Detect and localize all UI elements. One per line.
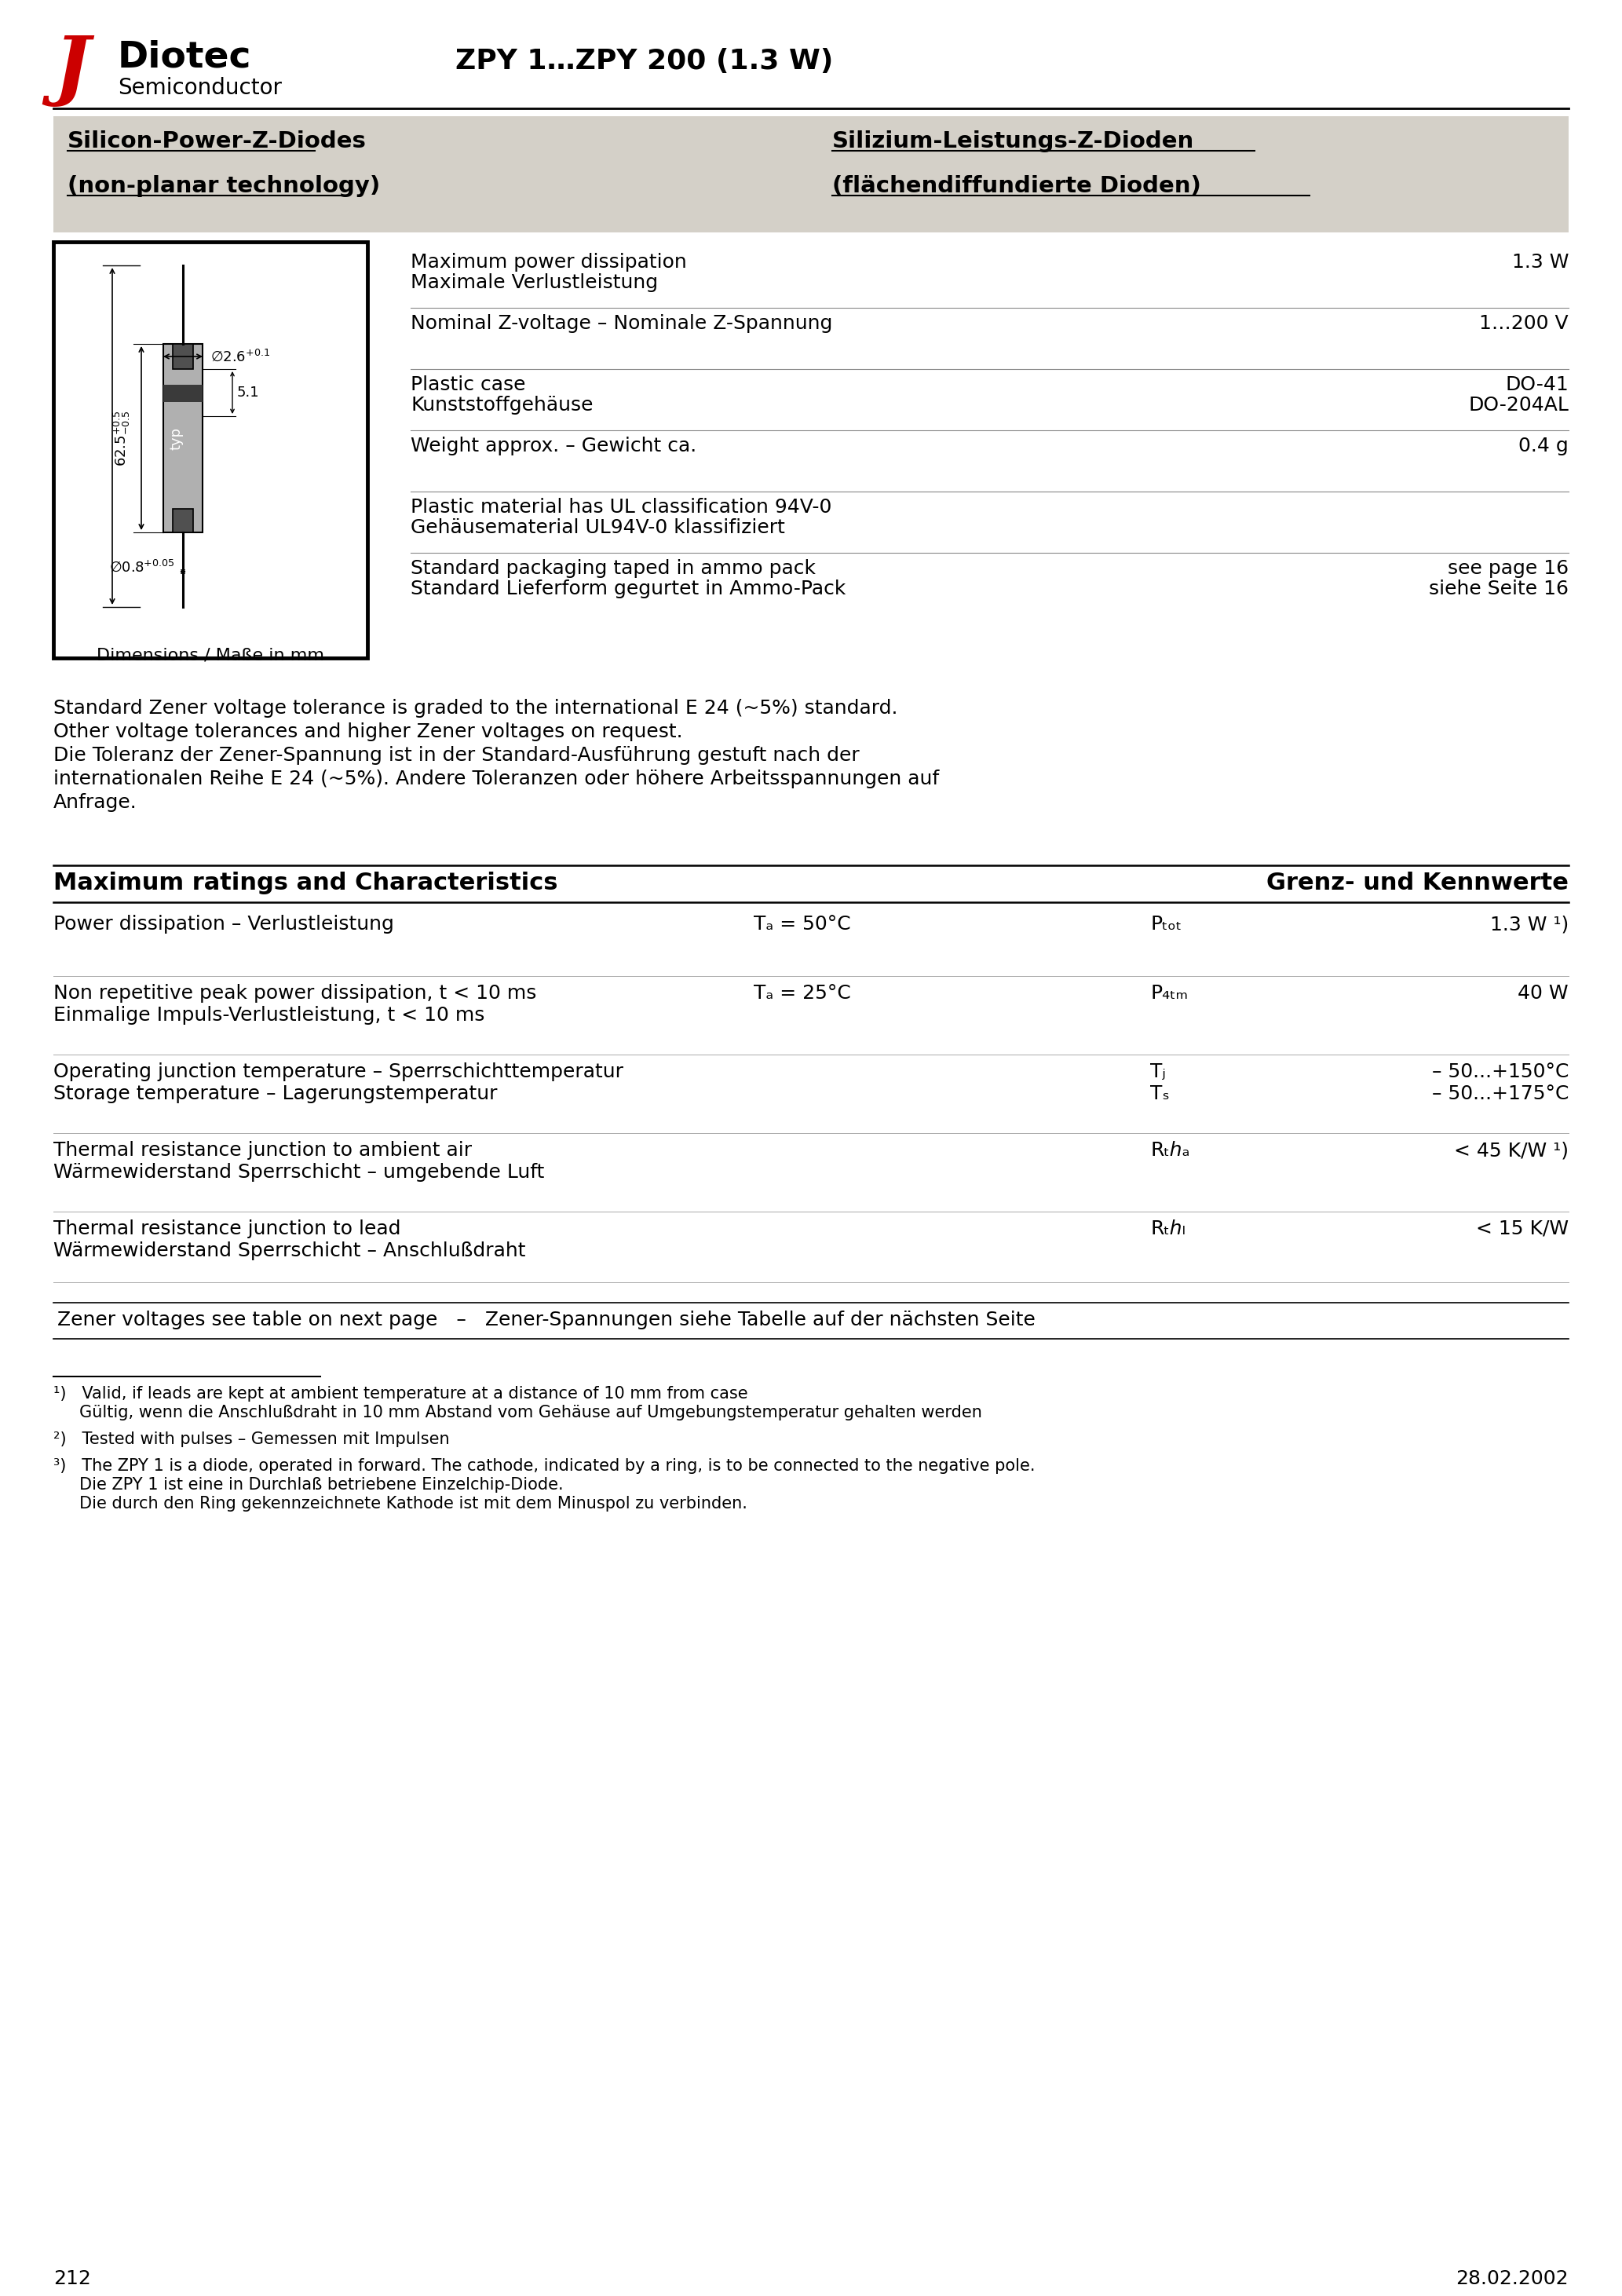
Text: 5.1: 5.1	[237, 386, 260, 400]
Text: Pₜₒₜ: Pₜₒₜ	[1150, 914, 1182, 934]
Text: < 45 K/W ¹): < 45 K/W ¹)	[1453, 1141, 1568, 1159]
Text: J: J	[54, 32, 89, 108]
Text: Thermal resistance junction to lead: Thermal resistance junction to lead	[54, 1219, 401, 1238]
Text: – 50...+150°C: – 50...+150°C	[1432, 1063, 1568, 1081]
Text: ³)   The ZPY 1 is a diode, operated in forward. The cathode, indicated by a ring: ³) The ZPY 1 is a diode, operated in for…	[54, 1458, 1035, 1474]
Text: Standard Lieferform gegurtet in Ammo-Pack: Standard Lieferform gegurtet in Ammo-Pac…	[410, 579, 845, 599]
Text: 212: 212	[54, 2268, 91, 2289]
Text: Silicon-Power-Z-Diodes: Silicon-Power-Z-Diodes	[68, 131, 367, 152]
Text: Kunststoffgehäuse: Kunststoffgehäuse	[410, 395, 594, 416]
Text: Diotec: Diotec	[118, 39, 251, 73]
Text: $\varnothing$2.6$^{+0.1}$: $\varnothing$2.6$^{+0.1}$	[211, 349, 269, 365]
Text: Die durch den Ring gekennzeichnete Kathode ist mit dem Minuspol zu verbinden.: Die durch den Ring gekennzeichnete Katho…	[54, 1497, 748, 1511]
Text: (flächendiffundierte Dioden): (flächendiffundierte Dioden)	[832, 174, 1202, 197]
Text: Gültig, wenn die Anschlußdraht in 10 mm Abstand vom Gehäuse auf Umgebungstempera: Gültig, wenn die Anschlußdraht in 10 mm …	[54, 1405, 981, 1421]
Text: Rₜℎₐ: Rₜℎₐ	[1150, 1141, 1191, 1159]
Text: (non-planar technology): (non-planar technology)	[68, 174, 380, 197]
Text: 1.3 W: 1.3 W	[1512, 253, 1568, 271]
Text: Tₐ = 25°C: Tₐ = 25°C	[754, 985, 852, 1003]
Text: see page 16: see page 16	[1447, 560, 1568, 579]
Text: Anfrage.: Anfrage.	[54, 792, 138, 813]
Text: < 15 K/W: < 15 K/W	[1476, 1219, 1568, 1238]
Text: typ: typ	[170, 427, 183, 450]
Text: Maximum power dissipation: Maximum power dissipation	[410, 253, 686, 271]
Text: 1.3 W ¹): 1.3 W ¹)	[1491, 914, 1568, 934]
Text: Wärmewiderstand Sperrschicht – Anschlußdraht: Wärmewiderstand Sperrschicht – Anschlußd…	[54, 1242, 526, 1261]
Text: ¹)   Valid, if leads are kept at ambient temperature at a distance of 10 mm from: ¹) Valid, if leads are kept at ambient t…	[54, 1387, 748, 1401]
Bar	[172, 510, 193, 533]
Text: Silizium-Leistungs-Z-Dioden: Silizium-Leistungs-Z-Dioden	[832, 131, 1194, 152]
Text: ZPY 1…ZPY 200 (1.3 W): ZPY 1…ZPY 200 (1.3 W)	[456, 48, 834, 73]
Text: Dimensions / Maße in mm: Dimensions / Maße in mm	[97, 647, 324, 664]
Text: DO-41: DO-41	[1505, 374, 1568, 395]
Text: – 50...+175°C: – 50...+175°C	[1432, 1084, 1568, 1104]
Text: internationalen Reihe E 24 (~5%). Andere Toleranzen oder höhere Arbeitsspannunge: internationalen Reihe E 24 (~5%). Andere…	[54, 769, 939, 788]
Text: Die Toleranz der Zener-Spannung ist in der Standard-Ausführung gestuft nach der: Die Toleranz der Zener-Spannung ist in d…	[54, 746, 860, 765]
Text: $\varnothing$0.8$^{+0.05}$: $\varnothing$0.8$^{+0.05}$	[110, 560, 175, 574]
Text: ²)   Tested with pulses – Gemessen mit Impulsen: ²) Tested with pulses – Gemessen mit Imp…	[54, 1430, 449, 1446]
Text: Storage temperature – Lagerungstemperatur: Storage temperature – Lagerungstemperatu…	[54, 1084, 498, 1104]
Text: P₄ₜₘ: P₄ₜₘ	[1150, 985, 1187, 1003]
Text: Tⱼ: Tⱼ	[1150, 1063, 1166, 1081]
Bar	[54, 241, 368, 659]
Text: Operating junction temperature – Sperrschichttemperatur: Operating junction temperature – Sperrsc…	[54, 1063, 623, 1081]
Text: Grenz- und Kennwerte: Grenz- und Kennwerte	[1267, 872, 1568, 895]
Text: Maximum ratings and Characteristics: Maximum ratings and Characteristics	[54, 872, 558, 895]
Text: 28.02.2002: 28.02.2002	[1457, 2268, 1568, 2289]
Text: 62.5$^{+0.5}_{-0.5}$: 62.5$^{+0.5}_{-0.5}$	[112, 411, 131, 466]
Text: Plastic material has UL classification 94V-0: Plastic material has UL classification 9…	[410, 498, 832, 517]
Text: Other voltage tolerances and higher Zener voltages on request.: Other voltage tolerances and higher Zene…	[54, 723, 683, 742]
Text: Die ZPY 1 ist eine in Durchlaß betriebene Einzelchip-Diode.: Die ZPY 1 ist eine in Durchlaß betrieben…	[54, 1476, 563, 1492]
Text: Standard packaging taped in ammo pack: Standard packaging taped in ammo pack	[410, 560, 816, 579]
Text: 0.4 g: 0.4 g	[1518, 436, 1568, 455]
Text: Wärmewiderstand Sperrschicht – umgebende Luft: Wärmewiderstand Sperrschicht – umgebende…	[54, 1162, 545, 1182]
Text: Semiconductor: Semiconductor	[118, 78, 282, 99]
Text: Rₜℎₗ: Rₜℎₗ	[1150, 1219, 1186, 1238]
Text: Nominal Z-voltage – Nominale Z-Spannung: Nominal Z-voltage – Nominale Z-Spannung	[410, 315, 832, 333]
Text: 40 W: 40 W	[1518, 985, 1568, 1003]
Bar	[54, 117, 1568, 232]
Text: Power dissipation – Verlustleistung: Power dissipation – Verlustleistung	[54, 914, 394, 934]
Bar	[164, 386, 203, 402]
Bar	[164, 344, 203, 533]
Bar	[172, 344, 193, 370]
Text: DO-204AL: DO-204AL	[1468, 395, 1568, 416]
Text: Einmalige Impuls-Verlustleistung, t < 10 ms: Einmalige Impuls-Verlustleistung, t < 10…	[54, 1006, 485, 1024]
Text: Weight approx. – Gewicht ca.: Weight approx. – Gewicht ca.	[410, 436, 696, 455]
Text: Tₐ = 50°C: Tₐ = 50°C	[754, 914, 852, 934]
Text: 1…200 V: 1…200 V	[1479, 315, 1568, 333]
Text: Maximale Verlustleistung: Maximale Verlustleistung	[410, 273, 659, 292]
Text: Gehäusematerial UL94V-0 klassifiziert: Gehäusematerial UL94V-0 klassifiziert	[410, 519, 785, 537]
Text: Plastic case: Plastic case	[410, 374, 526, 395]
Text: Thermal resistance junction to ambient air: Thermal resistance junction to ambient a…	[54, 1141, 472, 1159]
Text: Non repetitive peak power dissipation, t < 10 ms: Non repetitive peak power dissipation, t…	[54, 985, 537, 1003]
Text: Tₛ: Tₛ	[1150, 1084, 1169, 1104]
Text: siehe Seite 16: siehe Seite 16	[1429, 579, 1568, 599]
Text: Zener voltages see table on next page   –   Zener-Spannungen siehe Tabelle auf d: Zener voltages see table on next page – …	[57, 1311, 1035, 1329]
Text: Standard Zener voltage tolerance is graded to the international E 24 (~5%) stand: Standard Zener voltage tolerance is grad…	[54, 698, 897, 719]
